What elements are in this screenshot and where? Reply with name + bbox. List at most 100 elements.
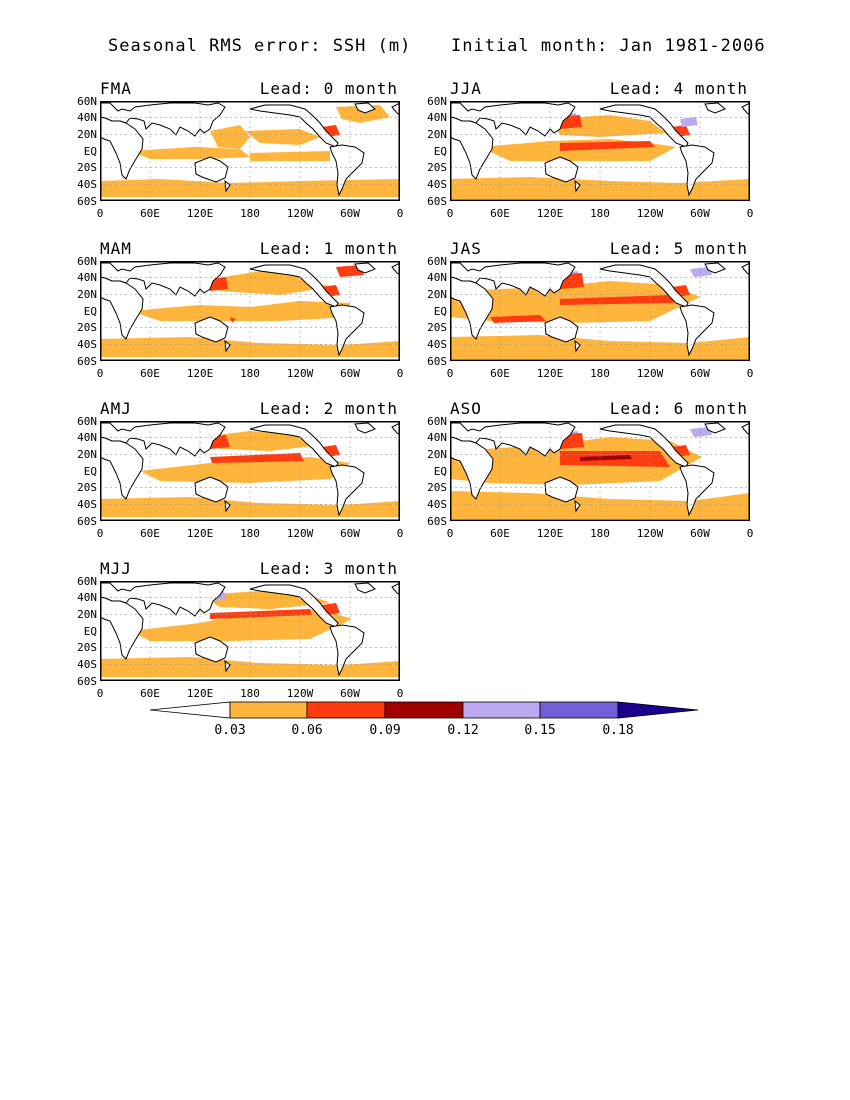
- lon-tick-label: 0: [396, 687, 404, 700]
- rms-contour-fill: [450, 491, 750, 519]
- coastline: [329, 464, 365, 517]
- lat-tick-label: 60S: [77, 354, 97, 368]
- lat-tick-label: EQ: [83, 624, 97, 638]
- lat-tick-label: 20N: [427, 287, 447, 301]
- lon-tick-label: 0: [446, 367, 454, 380]
- lat-tick-label: 20N: [77, 127, 97, 141]
- lat-tick-label: 60N: [77, 94, 97, 108]
- coastline: [194, 636, 229, 663]
- coastline: [354, 262, 376, 274]
- coastline: [704, 102, 726, 114]
- lat-tick-label: 20S: [427, 161, 447, 175]
- lon-tick-label: 0: [746, 207, 754, 220]
- coastline: [450, 276, 494, 340]
- coastline: [224, 499, 231, 513]
- rms-contour-fill: [690, 427, 712, 437]
- lon-tick-label: 60W: [690, 207, 710, 220]
- lon-tick-label: 0: [446, 207, 454, 220]
- panel-season-label: FMA: [100, 79, 132, 98]
- rms-contour-fill: [230, 317, 236, 323]
- lon-tick-label: 120W: [636, 527, 664, 540]
- lat-tick-label: 60S: [77, 514, 97, 528]
- coastline: [741, 422, 750, 436]
- rms-contour-fill: [130, 609, 352, 641]
- map-panel-jja: JJA Lead: 4 month 60N 40N 20N EQ 20S 40S 60S 0 60E…: [427, 79, 753, 241]
- lon-tick-label: 180: [240, 687, 260, 700]
- lon-tick-label: 180: [240, 207, 260, 220]
- lon-tick-label: 180: [590, 367, 610, 380]
- lat-tick-label: 40S: [77, 657, 97, 671]
- rms-contour-fill: [245, 129, 320, 145]
- coastline: [679, 144, 715, 197]
- map-plot: [450, 101, 750, 201]
- rms-contour-fill: [210, 453, 304, 463]
- lat-tick-label: 20S: [77, 161, 97, 175]
- lon-tick-label: 0: [446, 527, 454, 540]
- lon-tick-label: 60W: [340, 527, 360, 540]
- lat-tick-label: 60N: [77, 574, 97, 588]
- coastline: [450, 102, 576, 137]
- lon-tick-label: 120W: [636, 207, 664, 220]
- panel-season-label: MJJ: [100, 559, 132, 578]
- coastline: [450, 436, 494, 500]
- panel-lead-label: Lead: 0 month: [259, 79, 398, 98]
- coastline: [329, 144, 365, 197]
- lon-tick-label: 180: [240, 527, 260, 540]
- colorbar-bin-4: [462, 701, 541, 719]
- colorbar-lower-arrow: [149, 701, 231, 719]
- map-frame: [100, 421, 400, 521]
- map-frame: [100, 261, 400, 361]
- coastline: [194, 156, 229, 183]
- map-panel-mjj: MJJ Lead: 3 month 60N 40N 20N EQ 20S 40S 60S 0 60E…: [77, 559, 403, 721]
- lon-tick-label: 0: [96, 207, 104, 220]
- lon-tick-label: 120E: [186, 687, 214, 700]
- lon-tick-label: 0: [96, 367, 104, 380]
- lat-tick-label: 60S: [77, 674, 97, 688]
- coastline: [224, 179, 231, 193]
- lat-tick-label: 20S: [77, 641, 97, 655]
- coastline: [224, 659, 231, 673]
- lon-tick-label: 120E: [186, 367, 214, 380]
- panel-lead-label: Lead: 4 month: [609, 79, 748, 98]
- coastline: [391, 102, 400, 116]
- lon-tick-label: 60E: [140, 527, 160, 540]
- lon-tick-label: 120E: [536, 367, 564, 380]
- rms-contour-fill: [140, 457, 350, 483]
- lat-tick-label: 60S: [427, 354, 447, 368]
- coastline: [679, 464, 715, 517]
- panel-lead-label: Lead: 3 month: [259, 559, 398, 578]
- coastline: [391, 262, 400, 276]
- lon-tick-label: 0: [396, 207, 404, 220]
- lat-tick-label: 40N: [77, 431, 97, 445]
- panel-lead-label: Lead: 6 month: [609, 399, 748, 418]
- lon-tick-label: 0: [746, 527, 754, 540]
- colorbar-svg: [149, 701, 699, 719]
- lat-tick-label: 40N: [77, 591, 97, 605]
- rms-contour-fill: [580, 455, 632, 461]
- lat-tick-label: 40N: [427, 111, 447, 125]
- rms-contour-fill: [200, 431, 322, 451]
- lon-tick-label: 120W: [286, 207, 314, 220]
- lat-tick-label: 60N: [77, 254, 97, 268]
- lat-tick-label: 20N: [77, 287, 97, 301]
- coastline: [741, 262, 750, 276]
- panel-season-label: MAM: [100, 239, 132, 258]
- lon-tick-label: 0: [746, 367, 754, 380]
- rms-contour-fill: [130, 147, 250, 159]
- lon-tick-label: 120E: [186, 527, 214, 540]
- coastline: [391, 422, 400, 436]
- panel-lead-label: Lead: 5 month: [609, 239, 748, 258]
- coastline: [450, 116, 494, 180]
- lat-tick-label: 40N: [427, 431, 447, 445]
- lat-tick-label: 40N: [77, 271, 97, 285]
- lon-tick-label: 120W: [286, 527, 314, 540]
- lon-tick-label: 60E: [140, 207, 160, 220]
- coastline: [574, 339, 581, 353]
- lat-tick-label: 20N: [77, 447, 97, 461]
- lat-tick-label: EQ: [83, 464, 97, 478]
- rms-contour-fill: [210, 125, 250, 149]
- lat-tick-label: 20S: [427, 321, 447, 335]
- colorbar: 0.03 0.06 0.09 0.12 0.15 0.18: [149, 700, 700, 740]
- map-plot: [100, 261, 400, 361]
- rms-contour-fill: [560, 295, 674, 305]
